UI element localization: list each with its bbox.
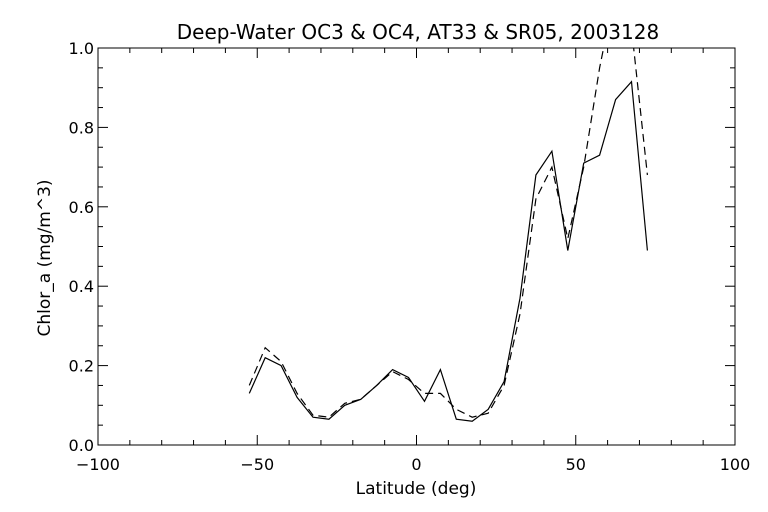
y-tick-label: 0.4 xyxy=(69,277,94,296)
x-tick-label: −100 xyxy=(76,455,120,474)
plot-frame xyxy=(97,47,736,446)
y-tick-label: 0.6 xyxy=(69,198,94,217)
y-tick-label: 1.0 xyxy=(69,39,94,58)
y-tick-label: 0.2 xyxy=(69,357,94,376)
x-tick-label: 0 xyxy=(411,455,421,474)
x-axis-label: Latitude (deg) xyxy=(356,479,477,499)
x-tick-label: 50 xyxy=(566,455,586,474)
y-axis-label: Chlor_a (mg/m^3) xyxy=(35,179,55,336)
y-tick-label: 0.0 xyxy=(69,436,94,455)
y-tick-label: 0.8 xyxy=(69,118,94,137)
x-tick-label: 100 xyxy=(720,455,751,474)
chart-title: Deep-Water OC3 & OC4, AT33 & SR05, 20031… xyxy=(177,20,659,44)
series-line-dashed xyxy=(248,48,648,418)
series-line-solid xyxy=(248,80,648,422)
x-tick-label: −50 xyxy=(240,455,274,474)
